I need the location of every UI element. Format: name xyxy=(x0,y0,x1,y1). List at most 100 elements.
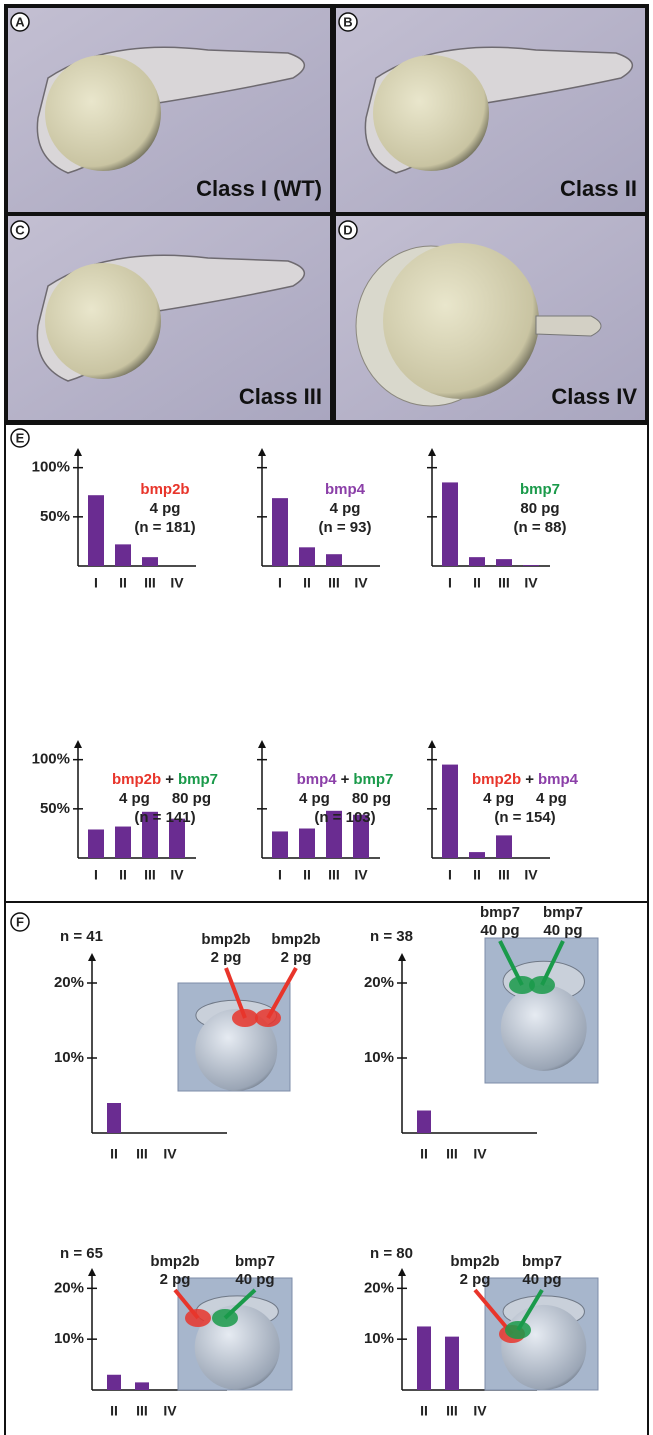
x-tick-label: I xyxy=(94,575,98,591)
panel-letter: C xyxy=(15,222,25,237)
x-tick-label: II xyxy=(303,575,311,591)
annotation-part: + xyxy=(165,771,174,788)
panel-letter: E xyxy=(16,430,25,445)
annotation-part: bmp4 xyxy=(297,771,338,788)
annotation: (n = 88) xyxy=(514,519,567,536)
annotation-part: 4 pg xyxy=(483,790,514,807)
annotation-part: bmp7 xyxy=(178,771,218,788)
x-tick-label: IV xyxy=(354,867,368,883)
annotation-part: 4 pg xyxy=(119,790,150,807)
bar xyxy=(523,565,539,566)
injection-name: bmp7 xyxy=(522,1253,562,1270)
chart-title: n = 38 xyxy=(370,928,413,945)
annotation: bmp7 xyxy=(520,481,560,498)
x-tick-label: II xyxy=(420,1403,428,1419)
bar xyxy=(417,1326,431,1390)
annotation: bmp2b+bmp4 xyxy=(472,771,579,788)
bar xyxy=(107,1103,121,1133)
annotation-part: (n = 181) xyxy=(134,519,195,536)
annotation: (n = 181) xyxy=(134,519,195,536)
bar xyxy=(442,765,458,858)
x-tick-label: IV xyxy=(473,1146,487,1162)
bar xyxy=(417,1111,431,1134)
injection-dose: 40 pg xyxy=(480,922,519,939)
bar xyxy=(469,557,485,566)
x-tick-label: III xyxy=(144,867,156,883)
x-tick-label: IV xyxy=(163,1403,177,1419)
annotation-part: 4 pg xyxy=(536,790,567,807)
embryo-sphere xyxy=(501,985,587,1071)
bar xyxy=(299,829,315,859)
bar xyxy=(88,829,104,858)
bar xyxy=(496,835,512,858)
annotation-part: 4 pg xyxy=(150,500,181,517)
panel-letter: A xyxy=(15,14,25,29)
injection-dose: 40 pg xyxy=(522,1271,561,1288)
bar xyxy=(445,1337,459,1390)
x-tick-label: I xyxy=(278,867,282,883)
annotation: 4 pg xyxy=(150,500,181,517)
bar xyxy=(107,1375,121,1390)
x-tick-label: IV xyxy=(473,1403,487,1419)
annotation: (n = 103) xyxy=(314,809,375,826)
class-label: Class III xyxy=(239,384,322,409)
x-tick-label: II xyxy=(110,1403,118,1419)
bar xyxy=(496,559,512,566)
injection-dose: 2 pg xyxy=(281,949,312,966)
embryo-yolk xyxy=(383,243,539,399)
injection-name: bmp2b xyxy=(150,1253,199,1270)
embryo-tail xyxy=(536,316,601,336)
x-tick-label: III xyxy=(136,1403,148,1419)
annotation-part: + xyxy=(525,771,534,788)
figure: A Class I (WT) B Class II C Class III D Class I… xyxy=(0,0,653,1435)
y-tick-label: 20% xyxy=(54,1279,84,1296)
y-tick-label: 100% xyxy=(32,751,70,768)
annotation: bmp2b xyxy=(140,481,189,498)
y-tick-label: 10% xyxy=(54,1049,84,1066)
y-tick-label: 20% xyxy=(364,974,394,991)
injection-dose: 2 pg xyxy=(160,1271,191,1288)
panel-letter: B xyxy=(343,14,352,29)
x-tick-label: II xyxy=(420,1146,428,1162)
injection-site xyxy=(529,976,555,994)
injection-site xyxy=(232,1009,258,1027)
y-tick-label: 100% xyxy=(32,459,70,476)
annotation-part: (n = 88) xyxy=(514,519,567,536)
chart-title: n = 41 xyxy=(60,928,103,945)
panel-letter: F xyxy=(16,914,24,929)
annotation-part: (n = 93) xyxy=(319,519,372,536)
injection-site xyxy=(255,1009,281,1027)
y-tick-label: 10% xyxy=(364,1330,394,1347)
annotation: bmp2b+bmp7 xyxy=(112,771,218,788)
x-tick-label: I xyxy=(448,867,452,883)
x-tick-label: II xyxy=(119,867,127,883)
x-tick-label: III xyxy=(328,867,340,883)
bar xyxy=(115,544,131,566)
bar xyxy=(115,827,131,858)
injection-site xyxy=(505,1321,531,1339)
annotation-part: 4 pg xyxy=(299,790,330,807)
panel-letter: D xyxy=(343,222,352,237)
injection-name: bmp2b xyxy=(450,1253,499,1270)
class-label: Class II xyxy=(560,176,637,201)
x-tick-label: II xyxy=(303,867,311,883)
bar xyxy=(299,547,315,566)
class-label: Class IV xyxy=(551,384,637,409)
x-tick-label: I xyxy=(94,867,98,883)
annotation: (n = 93) xyxy=(319,519,372,536)
annotation-part: bmp7 xyxy=(353,771,393,788)
class-label: Class I (WT) xyxy=(196,176,322,201)
bar xyxy=(442,482,458,566)
annotation-part: bmp7 xyxy=(520,481,560,498)
x-tick-label: IV xyxy=(170,867,184,883)
annotation-part: 80 pg xyxy=(520,500,559,517)
x-tick-label: III xyxy=(446,1146,458,1162)
annotation-part: + xyxy=(341,771,350,788)
embryo-yolk xyxy=(45,263,161,379)
y-tick-label: 20% xyxy=(54,974,84,991)
x-tick-label: IV xyxy=(354,575,368,591)
x-tick-label: IV xyxy=(163,1146,177,1162)
y-tick-label: 10% xyxy=(364,1049,394,1066)
x-tick-label: IV xyxy=(524,867,538,883)
annotation-part: (n = 141) xyxy=(134,809,195,826)
